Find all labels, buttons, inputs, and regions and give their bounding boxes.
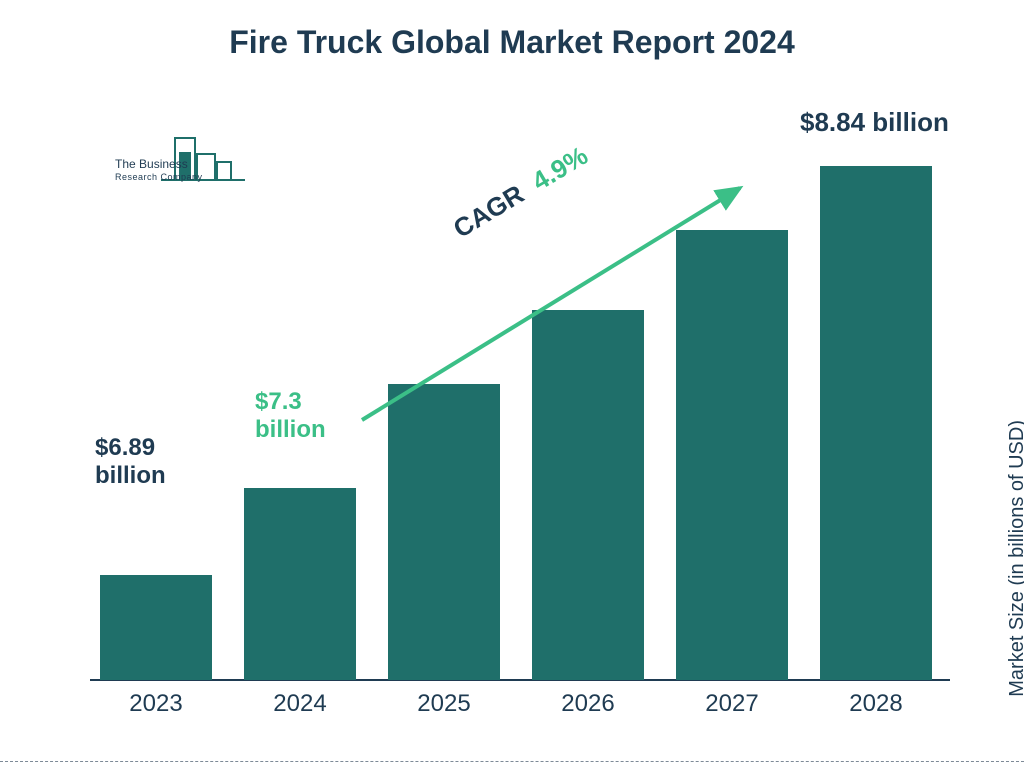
- xlabel-2027: 2027: [676, 690, 788, 718]
- value-2024-unit: billion: [255, 416, 326, 443]
- bar-2028: [820, 166, 932, 680]
- footer-divider: [0, 761, 1024, 762]
- value-2023-amount: $6.89: [95, 434, 155, 461]
- value-2028-amount: $8.84 billion: [800, 107, 949, 137]
- bar-2023: [100, 575, 212, 680]
- bar-2027: [676, 230, 788, 680]
- y-axis-label: Market Size (in billions of USD): [1006, 420, 1024, 697]
- bar-2025: [388, 384, 500, 680]
- xlabel-2025: 2025: [388, 690, 500, 718]
- xlabel-2023: 2023: [100, 690, 212, 718]
- value-label-2028: $8.84 billion: [800, 108, 949, 138]
- value-label-2023: $6.89 billion: [95, 434, 166, 489]
- value-2023-unit: billion: [95, 462, 166, 489]
- bar-2024: [244, 488, 356, 680]
- value-label-2024: $7.3 billion: [255, 388, 326, 443]
- xlabel-2024: 2024: [244, 690, 356, 718]
- xlabel-2026: 2026: [532, 690, 644, 718]
- bar-2026: [532, 310, 644, 680]
- chart-title: Fire Truck Global Market Report 2024: [0, 24, 1024, 61]
- value-2024-amount: $7.3: [255, 388, 302, 415]
- xlabel-2028: 2028: [820, 690, 932, 718]
